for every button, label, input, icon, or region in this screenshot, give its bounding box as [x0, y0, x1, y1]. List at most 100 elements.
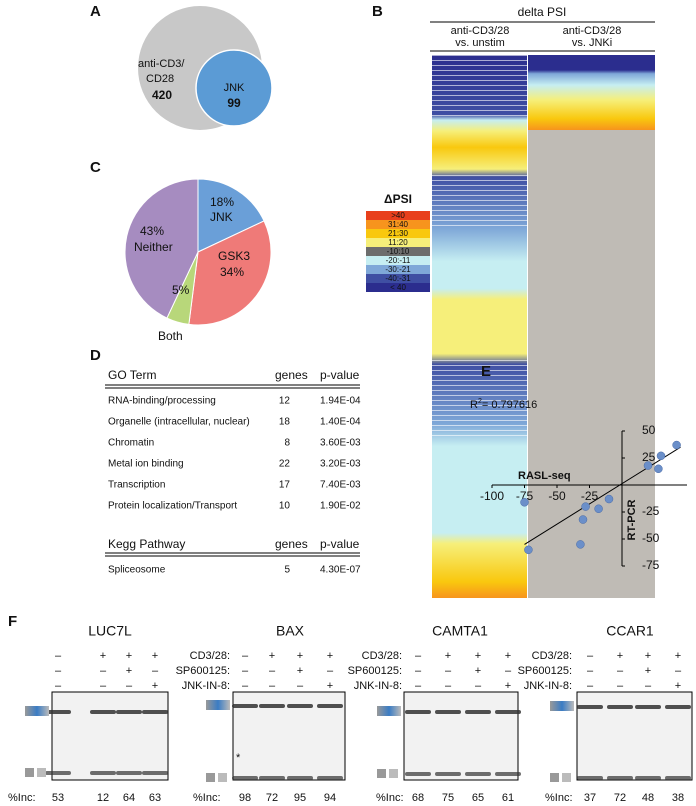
- exon-icon: [377, 706, 401, 716]
- gel-band: [665, 776, 691, 780]
- gel-title: CAMTA1: [432, 623, 488, 639]
- condition-sign: +: [152, 650, 158, 662]
- exon-icon: [377, 769, 386, 778]
- table-cell: 3.20E-03: [320, 459, 361, 470]
- condition-label: SP600125:: [176, 665, 230, 677]
- gel: [403, 691, 519, 781]
- condition-label: CD3/28:: [532, 650, 572, 662]
- inc-value: 72: [614, 792, 626, 804]
- gel-band: [232, 776, 258, 780]
- gel-note: *: [236, 752, 241, 764]
- exon-icon: [206, 773, 215, 782]
- legend-swatch: [366, 265, 430, 274]
- inc-label: %Inc:: [545, 792, 573, 804]
- condition-sign: –: [445, 680, 452, 692]
- legend-label: -30:-21: [385, 265, 411, 274]
- pie-category-label: Neither: [134, 240, 173, 254]
- legend-swatch: [366, 229, 430, 238]
- condition-sign: +: [445, 650, 451, 662]
- pie-slice: [188, 220, 272, 326]
- condition-sign: –: [242, 650, 249, 662]
- condition-sign: –: [55, 680, 62, 692]
- gel-band: [142, 710, 168, 714]
- point: [581, 502, 590, 511]
- condition-sign: –: [445, 665, 452, 677]
- point: [604, 494, 614, 504]
- r-squared-part: 2: [478, 398, 482, 405]
- inc-label: %Inc:: [376, 792, 404, 804]
- condition-sign: –: [645, 680, 652, 692]
- gel-band: [665, 705, 691, 709]
- condition-sign: +: [505, 650, 511, 662]
- condition-sign: –: [297, 680, 304, 692]
- inc-value: 12: [97, 792, 109, 804]
- legend-swatch: [366, 274, 430, 283]
- table-cell: 12: [279, 396, 291, 407]
- table-cell: 7.40E-03: [320, 480, 361, 491]
- condition-sign: –: [269, 680, 276, 692]
- gel-band: [259, 704, 285, 708]
- gel-band: [577, 705, 603, 709]
- condition-label: JNK-IN-8:: [524, 680, 572, 692]
- table-cell: 18: [279, 417, 291, 428]
- condition-sign: +: [100, 650, 106, 662]
- exon-icon: [550, 773, 559, 782]
- condition-sign: +: [645, 665, 651, 677]
- condition-sign: +: [645, 650, 651, 662]
- inc-value: 68: [412, 792, 424, 804]
- exon-icon: [25, 768, 34, 777]
- table-cell: RNA-binding/processing: [108, 396, 216, 407]
- condition-sign: –: [100, 665, 107, 677]
- inc-value: 53: [52, 792, 64, 804]
- inc-value: 63: [149, 792, 161, 804]
- panel-label: B: [372, 3, 383, 20]
- gel-title: LUC7L: [88, 623, 132, 639]
- x-tick-label: -50: [548, 489, 566, 503]
- legend-label: >40: [391, 211, 405, 220]
- table-cell: Spliceosome: [108, 565, 166, 576]
- condition-sign: +: [505, 680, 511, 692]
- legend-label: 21:30: [388, 229, 409, 238]
- table-cell: 1.90E-02: [320, 501, 361, 512]
- exon-icon: [206, 700, 230, 710]
- table-cell: 8: [284, 438, 290, 449]
- inc-value: 98: [239, 792, 251, 804]
- pie-value-label: 5%: [172, 283, 190, 297]
- inc-label: %Inc:: [8, 792, 36, 804]
- point: [672, 440, 681, 450]
- inc-value: 61: [502, 792, 514, 804]
- gel-band: [465, 710, 491, 714]
- y-axis-label: RT-PCR: [626, 499, 638, 540]
- table-header: p-value: [320, 368, 360, 382]
- condition-sign: –: [587, 680, 594, 692]
- venn-inner: [195, 49, 273, 127]
- condition-label: SP600125:: [348, 665, 402, 677]
- legend-label: 31:40: [388, 220, 409, 229]
- condition-sign: +: [297, 665, 303, 677]
- gel-band: [45, 771, 71, 775]
- gel-band: [635, 776, 661, 780]
- condition-sign: +: [269, 650, 275, 662]
- condition-sign: –: [269, 665, 276, 677]
- table-cell: Organelle (intracellular, nuclear): [108, 417, 250, 428]
- condition-sign: –: [587, 650, 594, 662]
- exon-icon: [37, 768, 46, 777]
- heatmap-missing: [528, 130, 655, 598]
- table-rules: [105, 384, 360, 557]
- gel-band: [465, 772, 491, 776]
- gel-title: BAX: [276, 623, 305, 639]
- exon-icon: [550, 701, 574, 711]
- table-cell: Transcription: [108, 480, 165, 491]
- r-squared-part: = 0.797616: [482, 399, 537, 411]
- condition-sign: –: [242, 665, 249, 677]
- gel-band: [90, 710, 116, 714]
- legend-swatch: [366, 211, 430, 220]
- heatmap-stripes: [432, 360, 527, 440]
- venn-count: 420: [152, 88, 172, 102]
- condition-sign: +: [475, 665, 481, 677]
- pie-slice: [124, 178, 199, 319]
- condition-sign: –: [126, 680, 133, 692]
- gel-band: [607, 705, 633, 709]
- heatmap-column: [528, 55, 655, 130]
